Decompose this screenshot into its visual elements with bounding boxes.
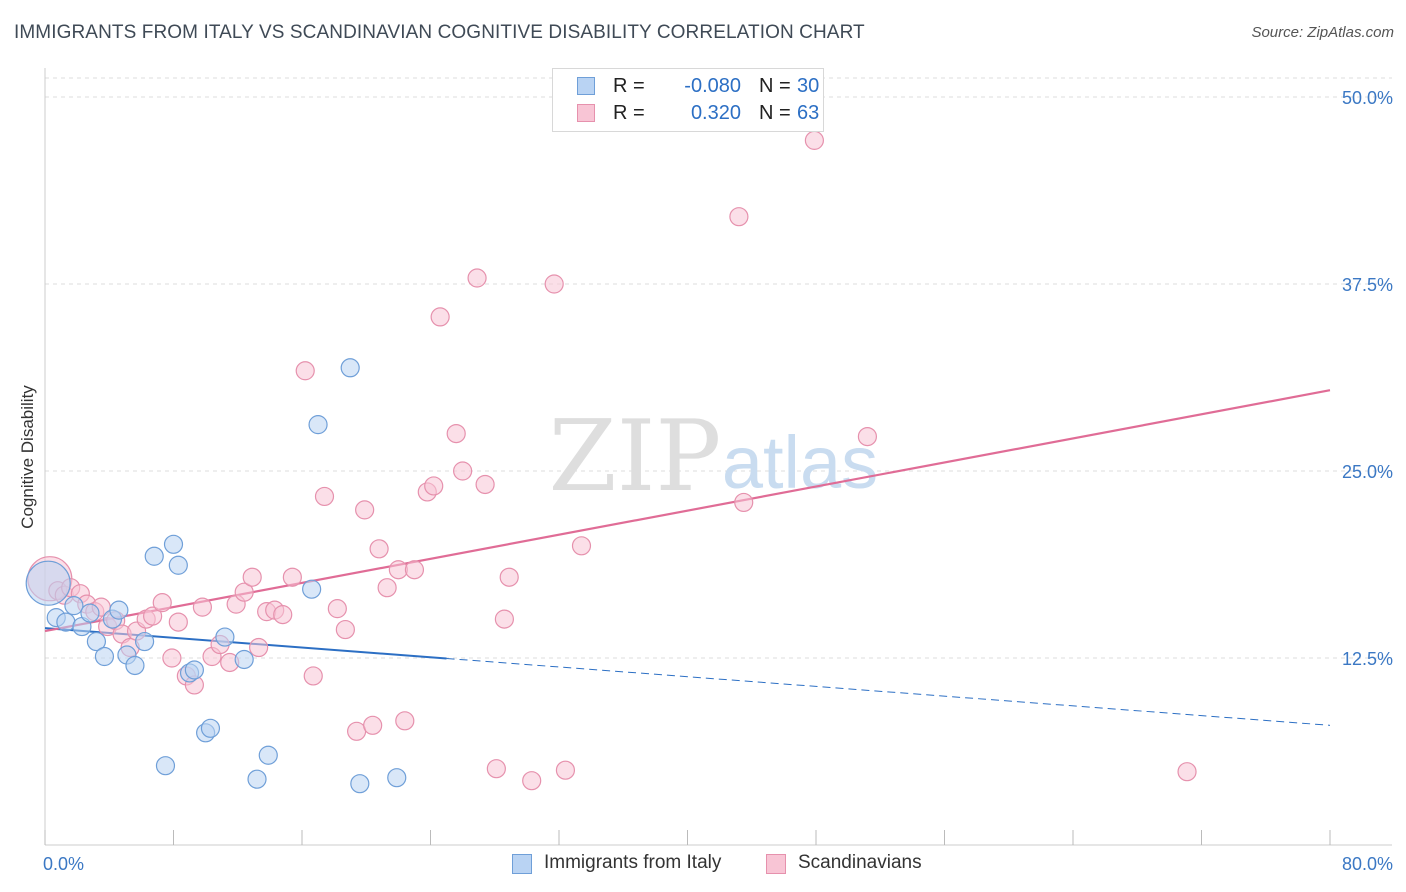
scandinavians-point bbox=[143, 606, 163, 626]
chart-title: IMMIGRANTS FROM ITALY VS SCANDINAVIAN CO… bbox=[14, 22, 865, 43]
scandinavians-point bbox=[734, 492, 754, 513]
scandinavians-point bbox=[363, 715, 383, 735]
scandinavians-point bbox=[192, 597, 213, 617]
scandinavians-point bbox=[453, 461, 473, 481]
watermark: ZIP atlas bbox=[549, 400, 879, 514]
italy-point bbox=[184, 660, 204, 680]
italy-point bbox=[387, 768, 407, 788]
scandinavians-point bbox=[475, 474, 495, 495]
scandinavians-point bbox=[499, 567, 519, 587]
italy-point bbox=[125, 655, 145, 676]
scandinavians-point bbox=[424, 476, 444, 496]
italy-legend-label: Immigrants from Italy bbox=[544, 852, 722, 873]
scandinavians-point bbox=[355, 500, 375, 520]
italy-point bbox=[80, 603, 100, 623]
r-label: R = bbox=[613, 75, 645, 97]
n-label: N = bbox=[759, 102, 791, 124]
italy-point bbox=[168, 555, 188, 575]
scandinavians-legend-swatch bbox=[766, 854, 786, 874]
scandinavians-point bbox=[404, 560, 425, 580]
scandinavians-point bbox=[1177, 762, 1197, 782]
italy-point bbox=[94, 646, 115, 667]
scandinavians-point bbox=[486, 759, 506, 779]
scandinavians-point bbox=[242, 567, 262, 587]
scandinavians-point bbox=[369, 539, 389, 559]
scandinavians-point bbox=[303, 666, 323, 686]
italy-point bbox=[258, 745, 278, 765]
scandinavians-swatch bbox=[577, 104, 595, 122]
italy-point bbox=[234, 649, 254, 670]
correlation-legend: R = -0.080 N = 30 R = 0.320 N = 63 bbox=[552, 68, 824, 132]
n-value-scandinavians: 63 bbox=[797, 102, 820, 124]
scandinavians-point bbox=[162, 648, 182, 668]
scandinavians-point bbox=[327, 599, 347, 619]
y-tick-label: 12.5% bbox=[1342, 649, 1393, 669]
italy-point bbox=[302, 579, 322, 599]
scandinavians-point bbox=[388, 560, 408, 580]
r-value-italy: -0.080 bbox=[684, 75, 741, 97]
italy-point bbox=[25, 560, 71, 606]
n-value-italy: 30 bbox=[797, 75, 820, 97]
source-label: Source: ZipAtlas.com bbox=[1251, 24, 1394, 41]
italy-point bbox=[134, 631, 155, 652]
scandinavians-point bbox=[395, 711, 415, 731]
italy-point bbox=[163, 534, 184, 554]
italy-point bbox=[350, 774, 370, 794]
italy-point bbox=[155, 756, 176, 776]
scandinavians-point bbox=[430, 307, 450, 327]
italy-swatch bbox=[577, 77, 595, 95]
scandinavians-point bbox=[168, 612, 188, 632]
x-tick-label: 0.0% bbox=[43, 854, 84, 874]
italy-point bbox=[247, 769, 267, 789]
scandinavians-point bbox=[347, 721, 367, 741]
italy-point bbox=[64, 596, 84, 616]
scandinavians-point bbox=[335, 619, 355, 640]
italy-point bbox=[215, 627, 235, 647]
scandinavians-point bbox=[446, 424, 466, 444]
scandinavians-trend-line bbox=[44, 389, 1331, 633]
italy-trend-line-extrapolated bbox=[446, 657, 1331, 726]
scandinavians-point bbox=[282, 567, 302, 587]
italy-point bbox=[86, 631, 107, 652]
y-tick-label: 50.0% bbox=[1342, 88, 1393, 108]
r-label: R = bbox=[613, 102, 645, 124]
scandinavians-point bbox=[729, 207, 749, 227]
italy-point bbox=[308, 415, 328, 435]
r-value-scandinavians: 0.320 bbox=[690, 102, 741, 124]
y-tick-label: 25.0% bbox=[1342, 462, 1393, 482]
scandinavians-point bbox=[377, 578, 397, 598]
scandinavians-point bbox=[314, 486, 335, 507]
scandinavians-point bbox=[249, 637, 269, 658]
scandinavians-point bbox=[544, 274, 564, 294]
scandinavians-point bbox=[857, 426, 878, 447]
scandinavians-point bbox=[467, 268, 487, 288]
scandinavians-point bbox=[522, 771, 542, 791]
labels-layer: 12.5% 25.0% 37.5% 50.0% 0.0% 80.0% bbox=[43, 88, 1393, 874]
points-layer bbox=[25, 130, 1197, 794]
scandinavians-point bbox=[152, 593, 172, 613]
italy-point bbox=[56, 612, 76, 632]
scandinavians-point bbox=[494, 609, 514, 629]
italy-legend-swatch bbox=[512, 854, 532, 874]
axes-layer bbox=[44, 68, 1392, 846]
italy-point bbox=[340, 358, 360, 378]
scandinavians-point bbox=[273, 605, 293, 625]
scandinavians-point bbox=[571, 536, 592, 556]
italy-point bbox=[109, 600, 129, 620]
italy-point bbox=[144, 546, 164, 566]
scandinavians-point bbox=[234, 582, 254, 602]
n-label: N = bbox=[759, 75, 791, 97]
x-tick-label: 80.0% bbox=[1342, 854, 1393, 874]
watermark-zip: ZIP bbox=[549, 400, 722, 514]
scandinavians-legend-label: Scandinavians bbox=[798, 852, 922, 873]
scandinavians-point bbox=[804, 130, 824, 150]
scandinavians-point bbox=[555, 760, 576, 780]
y-tick-label: 37.5% bbox=[1342, 275, 1393, 295]
watermark-atlas: atlas bbox=[722, 421, 878, 504]
scandinavians-point bbox=[295, 361, 315, 381]
italy-point bbox=[200, 718, 221, 738]
